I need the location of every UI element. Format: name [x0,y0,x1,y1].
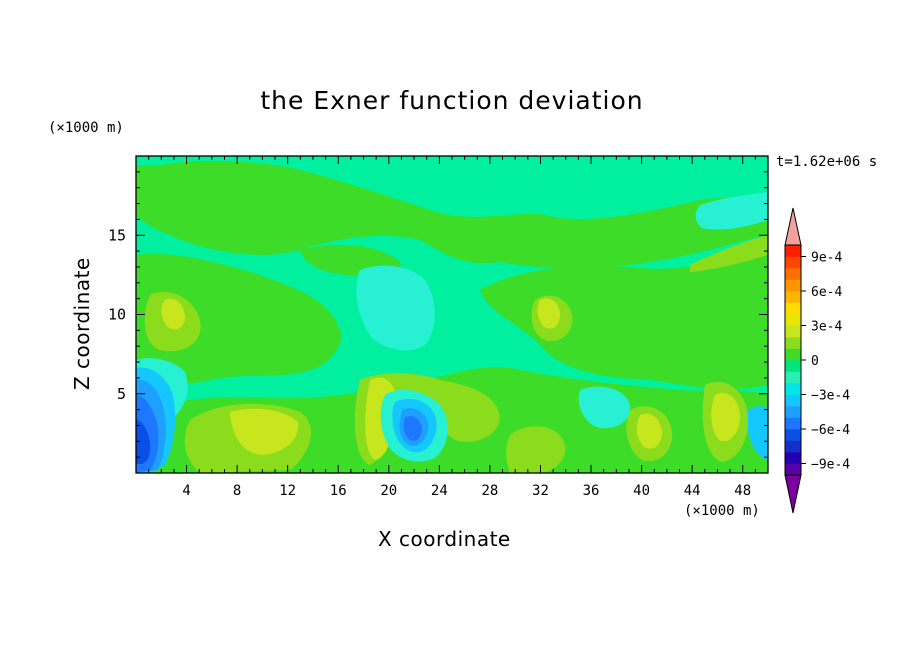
x-tick-label: 24 [431,483,448,499]
level-zero-region [480,255,768,390]
level-high-region [230,408,299,455]
x-tick-label: 32 [532,483,549,499]
colorbar-segment [785,406,801,418]
level-zero-region [136,253,341,390]
colorbar-top-arrow [784,207,802,246]
colorbar-tick-label: −9e-4 [811,458,850,473]
colorbar-tick-label: 3e-4 [811,320,842,335]
level-positive-region [690,235,768,272]
level-neg3-region [748,406,768,460]
x-axis: 4 8 12 16 20 24 28 32 36 40 44 48 [148,156,756,499]
level-high-region [636,413,662,449]
level-high-region [711,392,740,442]
colorbar-segment [785,256,801,269]
colorbar-bottom-arrow [784,474,802,514]
colorbar-segment [785,268,801,280]
x-unit-label: (×1000 m) [684,503,760,519]
chart-title: the Exner function deviation [260,86,644,115]
x-tick-label: 16 [330,483,347,499]
time-label: t=1.62e+06 s [776,154,878,170]
x-tick-label: 8 [233,483,241,499]
y-unit-label: (×1000 m) [48,120,124,136]
y-tick-label: 10 [108,306,126,324]
colorbar-segment [785,417,801,430]
level-neg-region [356,265,435,351]
level-high-region [161,298,185,330]
colorbar-segment [785,360,801,372]
colorbar-segment [785,302,801,315]
colorbar-segment [785,394,801,407]
level-zero-region [136,160,768,268]
x-axis-title: X coordinate [378,527,511,551]
colorbar: 9e-4 6e-4 3e-4 0 −3e-4 −6e-4 −9e-4 [784,207,850,514]
level-neg7-region [136,420,151,464]
colorbar-tick-label: −6e-4 [811,423,850,438]
x-tick-label: 4 [182,483,190,499]
colorbar-segment [785,440,801,453]
y-tick-label: 15 [108,226,126,244]
colorbar-segment [785,463,801,476]
level-high-region [537,298,560,329]
x-tick-label: 28 [481,483,498,499]
level-neg5-region [403,416,422,441]
colorbar-segment [785,348,801,361]
colorbar-segment [785,291,801,303]
x-tick-label: 36 [583,483,600,499]
level-positive-region [506,426,566,473]
level-neg-region [695,192,768,230]
level-neg-region [578,386,631,429]
colorbar-tick-label: 0 [811,354,819,369]
colorbar-segment [785,245,801,257]
x-tick-label: 44 [684,483,701,499]
colorbar-segment [785,325,801,338]
x-tick-label: 48 [734,483,751,499]
colorbar-segment [785,314,801,326]
colorbar-segment [785,383,801,395]
colorbar-segment [785,429,801,441]
x-tick-label: 40 [633,483,650,499]
contour-field [136,156,768,473]
colorbar-segment [785,452,801,464]
y-axis: 5 10 15 [108,171,768,458]
colorbar-tick-label: −3e-4 [811,389,850,404]
colorbar-segment [785,371,801,384]
colorbar-segment [785,337,801,349]
colorbar-tick-label: 6e-4 [811,285,842,300]
x-tick-label: 12 [279,483,296,499]
colorbar-segment [785,279,801,292]
colorbar-tick-label: 9e-4 [811,251,842,266]
x-tick-label: 20 [380,483,397,499]
y-tick-label: 5 [117,385,126,403]
